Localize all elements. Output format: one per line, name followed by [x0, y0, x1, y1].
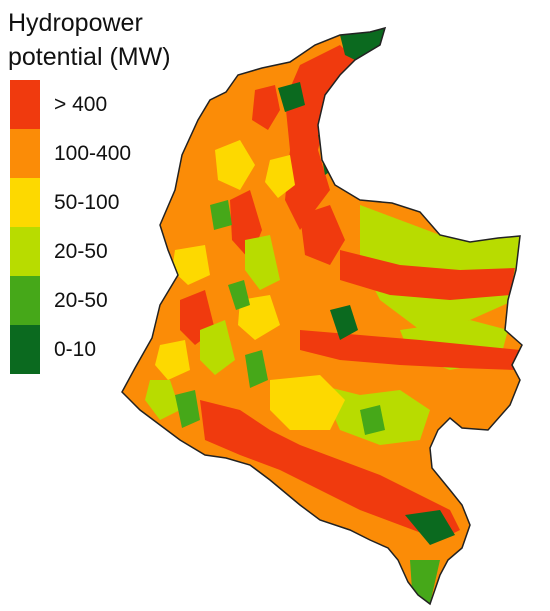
legend-item-20-50-mid: 20-50: [10, 276, 180, 325]
region-yellow-5: [238, 295, 280, 340]
legend-label: 100-400: [54, 141, 132, 165]
region-yellow-6: [155, 340, 190, 380]
legend-item-over-400: > 400: [10, 80, 180, 129]
region-mgreen-1: [228, 280, 250, 310]
legend-title-line2: potential (MW): [8, 43, 171, 71]
legend-item-0-10: 0-10: [10, 325, 180, 374]
legend-title-line1: Hydropower: [8, 9, 143, 37]
region-mgreen-3: [245, 350, 268, 388]
region-dgreen-amazon: [405, 510, 455, 545]
region-lgreen-1: [245, 235, 280, 290]
region-lgreen-3: [145, 380, 180, 420]
region-guajira: [340, 28, 385, 60]
legend-label: 20-50: [54, 288, 108, 312]
legend-item-100-400: 100-400: [10, 129, 180, 178]
region-mgreen-5: [360, 405, 385, 435]
legend-swatch: [10, 178, 40, 227]
region-yellow-2: [265, 155, 295, 198]
region-red-east-band: [340, 250, 515, 300]
legend-label: 0-10: [54, 337, 97, 361]
region-yellow-1: [215, 140, 255, 190]
region-red-caribbean: [252, 85, 280, 130]
region-yellow-3: [172, 245, 210, 285]
legend-item-20-50-light: 20-50: [10, 227, 180, 276]
region-red-south-band: [200, 400, 460, 540]
legend-swatch: [10, 80, 40, 129]
legend-label: 50-100: [54, 190, 120, 214]
legend-swatch: [10, 227, 40, 276]
region-dgreen-2: [278, 82, 305, 112]
legend-title: Hydropower potential (MW): [8, 6, 208, 74]
region-mgreen-2: [175, 390, 200, 428]
legend-swatch: [10, 129, 40, 178]
legend-label: > 400: [54, 92, 108, 116]
legend: > 400 100-400 50-100 20-50 20-50 0-10: [10, 80, 180, 374]
region-lgreen-2: [200, 320, 235, 375]
region-dgreen-3: [330, 305, 358, 340]
legend-item-50-100: 50-100: [10, 178, 180, 227]
region-red-mid-band: [300, 330, 520, 370]
legend-swatch: [10, 325, 40, 374]
region-mgreen-4: [210, 200, 232, 230]
legend-swatch: [10, 276, 40, 325]
region-red-santander: [300, 205, 345, 265]
region-mgreen-south-tip: [410, 560, 440, 604]
legend-label: 20-50: [54, 239, 108, 263]
region-yellow-4: [270, 375, 345, 430]
